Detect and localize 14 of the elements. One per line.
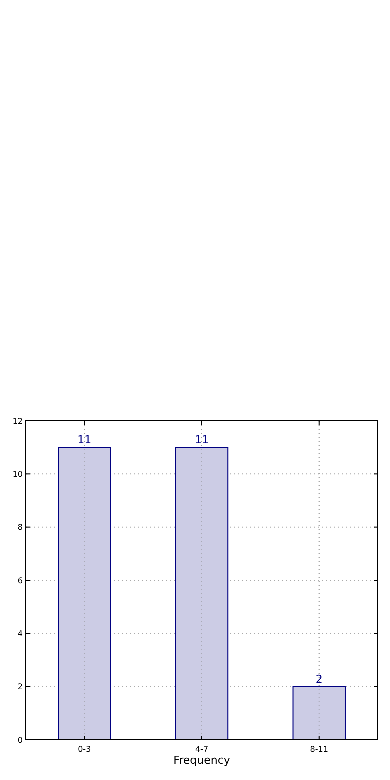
x-tick-label: 8-11: [310, 745, 328, 754]
data-label: 11: [195, 434, 209, 447]
data-label: 11: [78, 434, 92, 447]
x-axis-title: Frequency: [174, 754, 231, 767]
y-tick-label: 8: [18, 523, 23, 532]
y-tick-label: 2: [18, 682, 23, 692]
x-tick-label: 4-7: [195, 745, 209, 754]
y-tick-label: 12: [12, 416, 23, 426]
data-label: 2: [316, 672, 323, 686]
y-tick-label: 10: [12, 470, 23, 479]
y-tick-label: 4: [18, 629, 23, 638]
y-tick-label: 6: [18, 576, 23, 586]
x-tick-label: 0-3: [78, 745, 92, 754]
y-tick-label: 0: [18, 736, 23, 745]
